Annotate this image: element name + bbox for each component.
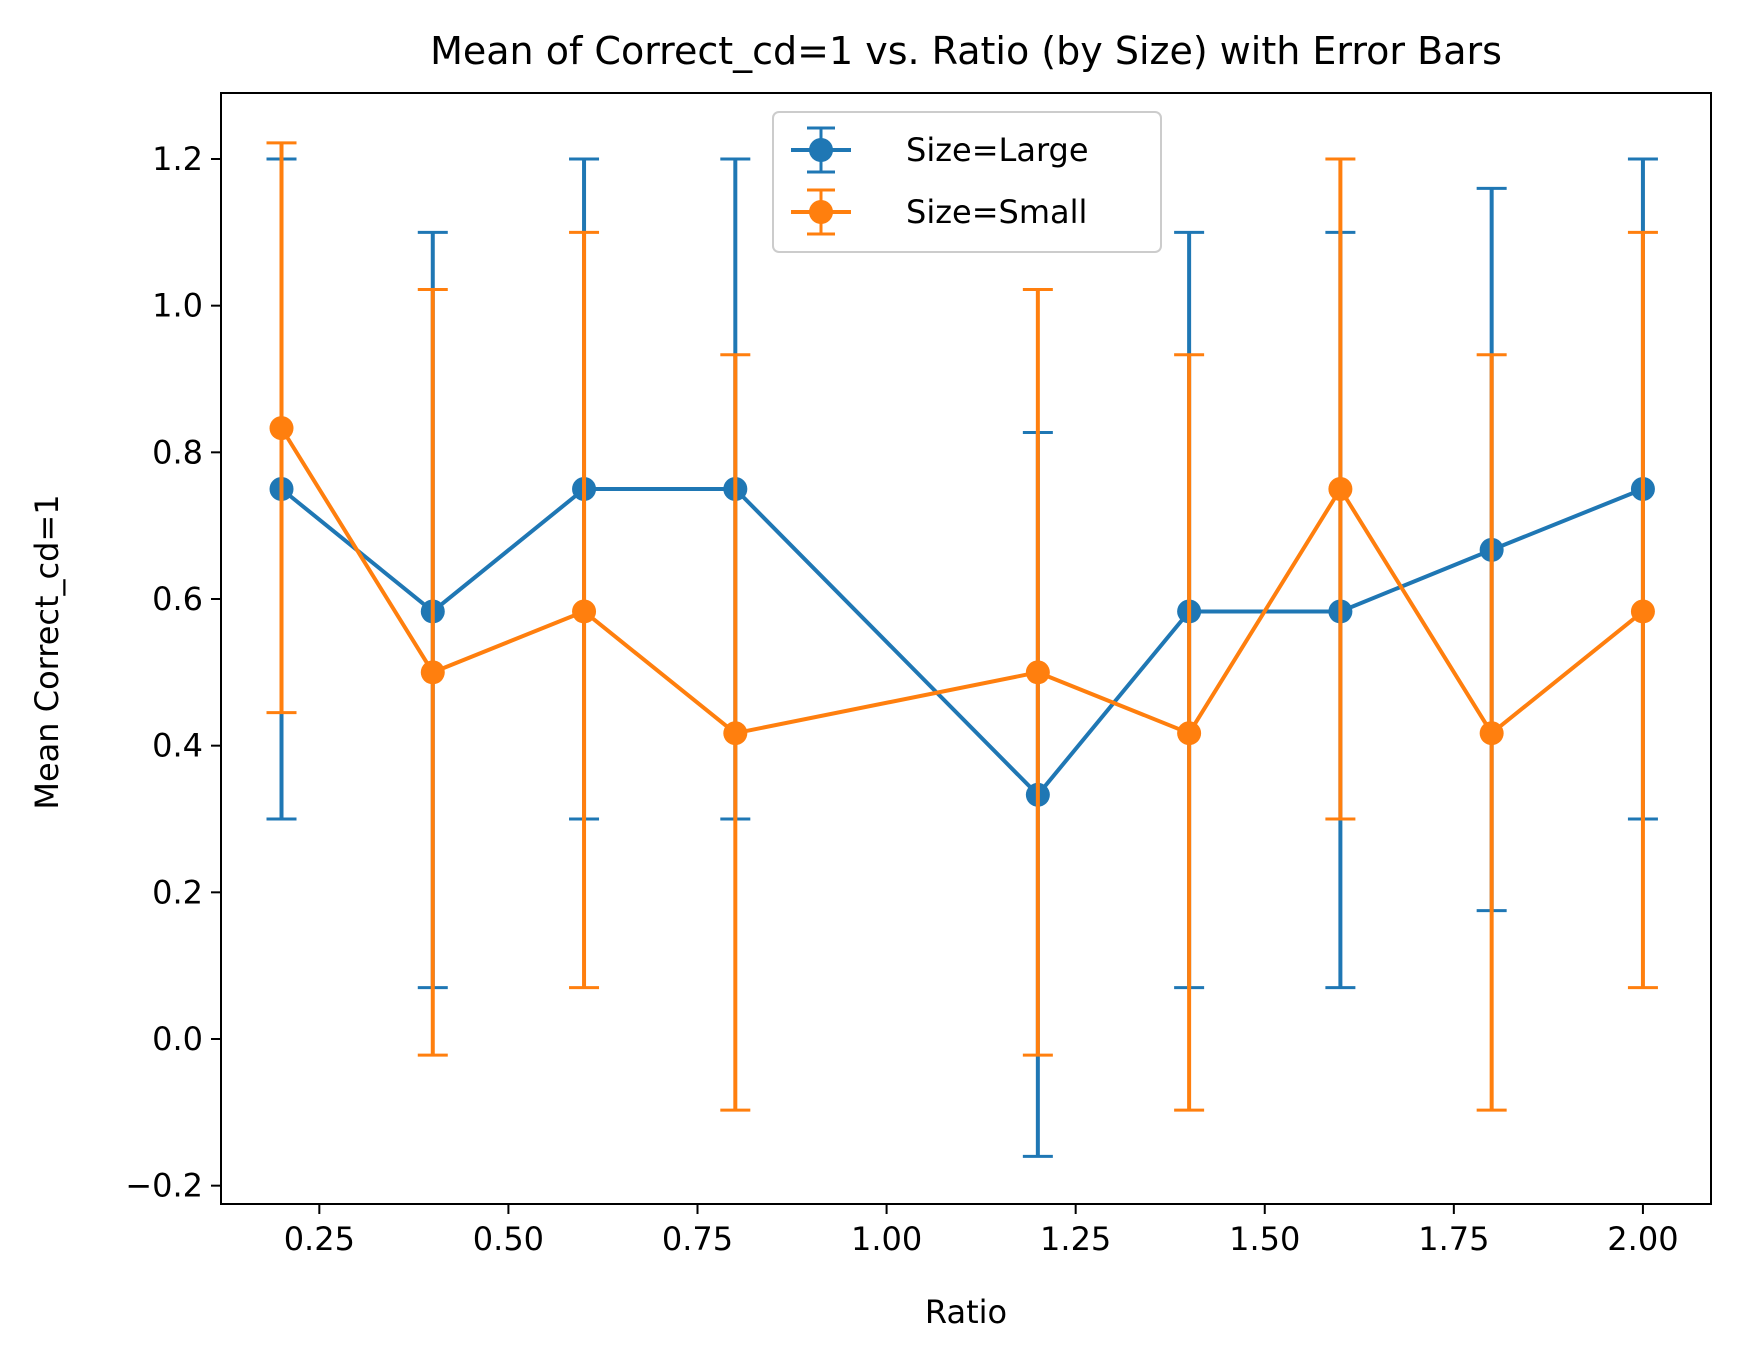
x-axis-label: Ratio	[925, 1293, 1007, 1331]
legend-entry: Size=Small	[791, 188, 1087, 236]
data-point	[1479, 721, 1504, 746]
legend-label: Size=Large	[906, 131, 1089, 169]
data-point	[420, 660, 445, 685]
legend-label: Size=Small	[906, 193, 1087, 231]
series-size-small	[266, 141, 1658, 1112]
y-tick-label: 1.2	[152, 140, 203, 178]
y-tick-label: 0.0	[152, 1020, 203, 1058]
data-point	[1025, 660, 1050, 685]
y-tick-label: 0.4	[152, 727, 203, 765]
legend-entry: Size=Large	[791, 126, 1089, 174]
y-axis-ticks: −0.2 0.0 0.2 0.4 0.6 0.8 1.0 1.2	[125, 140, 221, 1205]
y-tick-label: 1.0	[152, 287, 203, 325]
y-axis-label: Mean Correct_cd=1	[28, 494, 66, 809]
x-tick-label: 1.00	[851, 1220, 922, 1258]
data-point	[572, 599, 597, 624]
y-tick-label: −0.2	[125, 1167, 203, 1205]
x-tick-label: 1.50	[1229, 1220, 1300, 1258]
plot-frame	[220, 92, 1712, 1205]
x-tick-label: 0.25	[284, 1220, 355, 1258]
data-point	[1177, 721, 1202, 746]
data-point	[1328, 477, 1353, 501]
plot-content	[266, 141, 1658, 1158]
x-tick-label: 2.00	[1607, 1220, 1678, 1258]
x-tick-label: 1.75	[1418, 1220, 1489, 1258]
legend-marker	[809, 200, 833, 224]
legend: Size=Large Size=Small	[772, 111, 1162, 253]
x-axis-ticks: 0.25 0.50 0.75 1.00 1.25 1.50 1.75 2.00	[284, 1204, 1679, 1258]
data-point	[723, 721, 748, 746]
legend-marker	[809, 138, 833, 162]
y-tick-label: 0.2	[152, 873, 203, 911]
data-point	[1630, 599, 1655, 624]
y-tick-label: 0.8	[152, 433, 203, 471]
x-tick-label: 1.25	[1040, 1220, 1111, 1258]
x-tick-label: 0.50	[473, 1220, 544, 1258]
data-point	[269, 416, 294, 441]
chart-title: Mean of Correct_cd=1 vs. Ratio (by Size)…	[430, 29, 1502, 73]
legend-box	[772, 111, 1162, 253]
y-tick-label: 0.6	[152, 580, 203, 618]
x-tick-label: 0.75	[662, 1220, 733, 1258]
